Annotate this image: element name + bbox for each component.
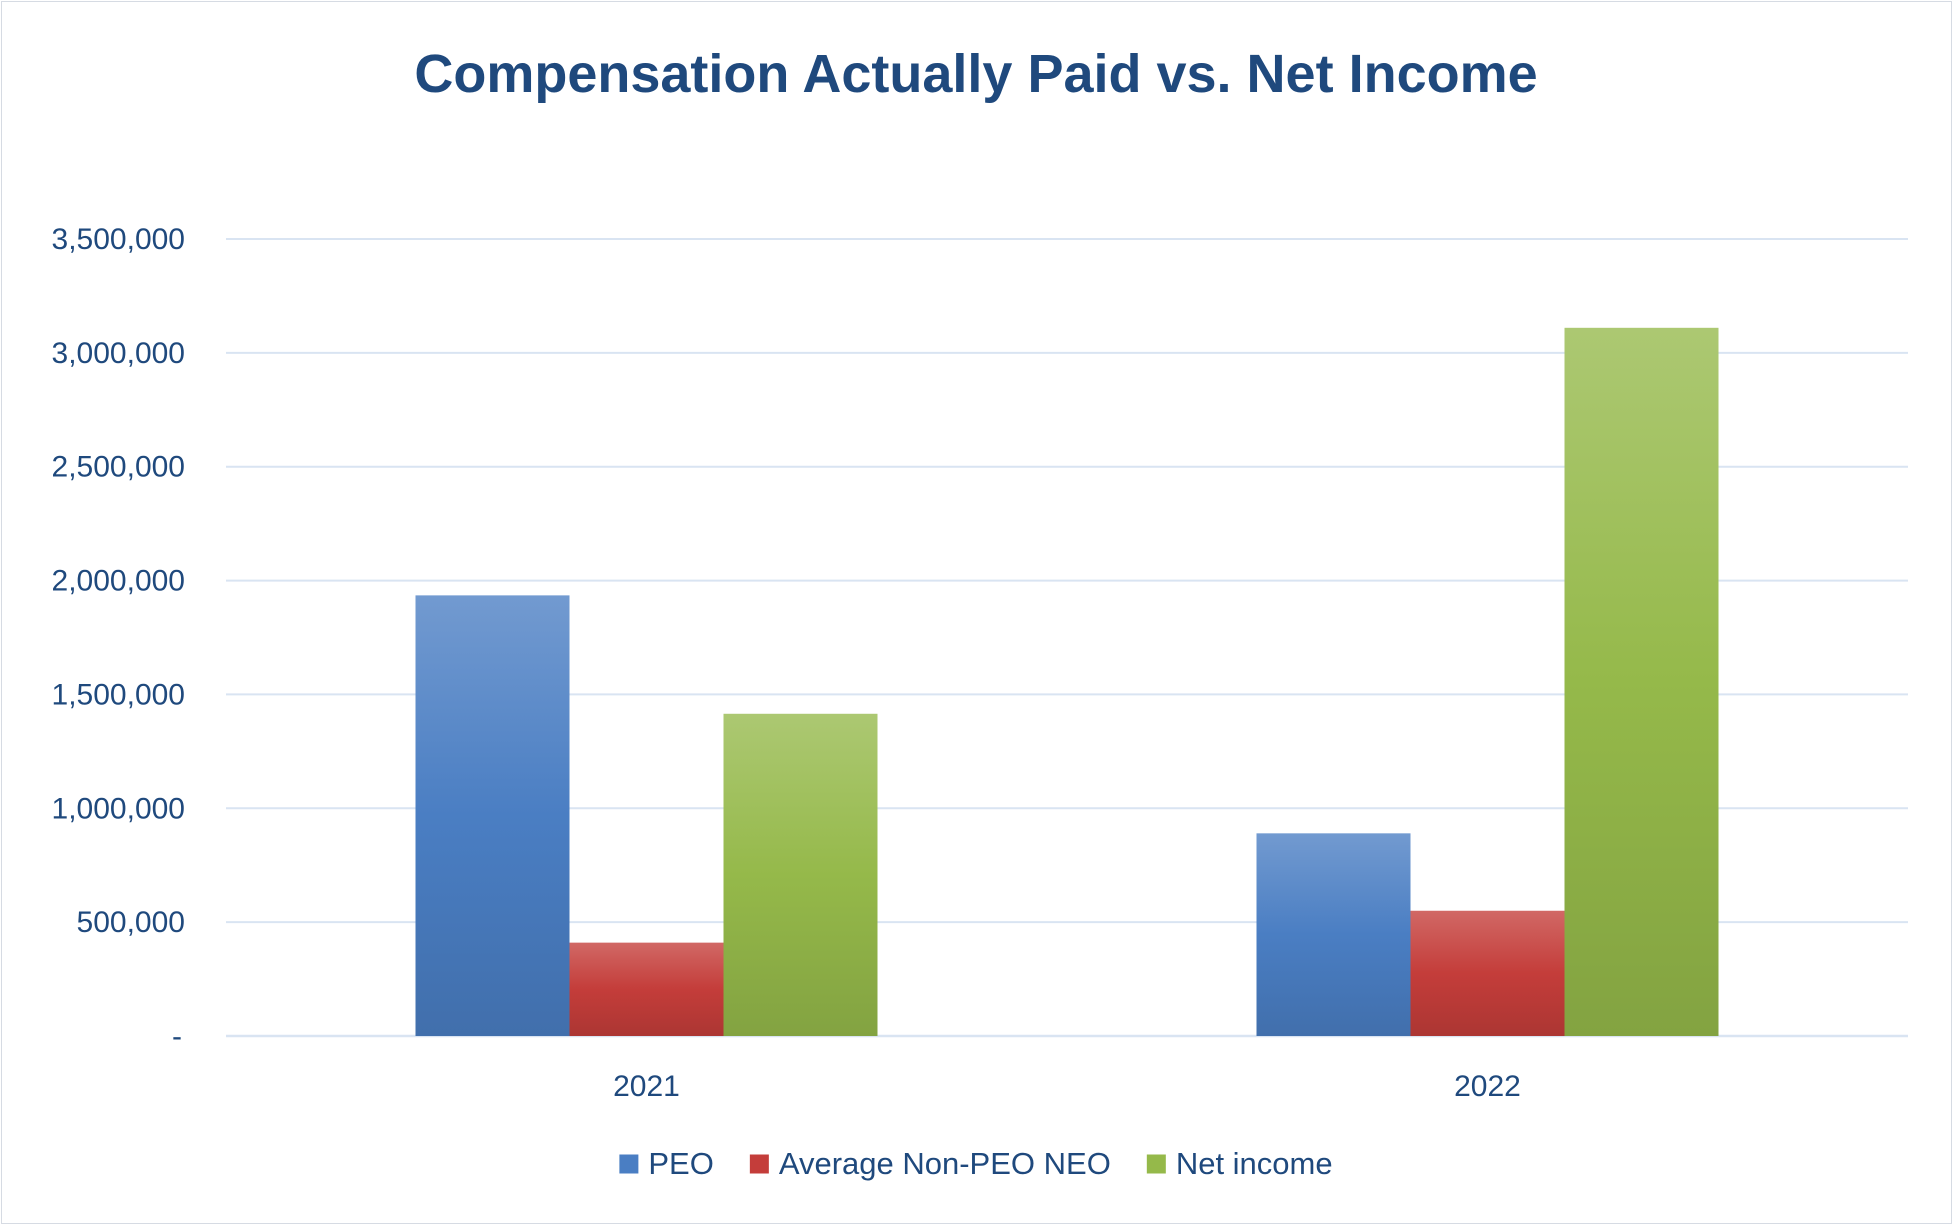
bar-peo-2022 <box>1256 833 1411 1036</box>
bar-net-income-2021 <box>723 713 878 1036</box>
x-tick-label: 2021 <box>613 1070 680 1103</box>
legend-label: Average Non-PEO NEO <box>779 1146 1111 1181</box>
y-tick-label: 500,000 <box>77 906 185 939</box>
y-tick-label: - <box>172 1020 182 1053</box>
y-tick-label: 1,000,000 <box>52 792 185 825</box>
x-tick-label: 2022 <box>1454 1070 1521 1103</box>
chart-title: Compensation Actually Paid vs. Net Incom… <box>414 44 1537 104</box>
legend: PEO Average Non-PEO NEO Net income <box>619 1146 1333 1181</box>
bar-average-non-peo-neo-2022 <box>1410 910 1565 1036</box>
y-tick-label: 3,000,000 <box>52 337 185 370</box>
legend-label: Net income <box>1176 1146 1333 1181</box>
legend-swatch <box>1146 1154 1166 1174</box>
bar-average-non-peo-neo-2021 <box>569 942 724 1036</box>
y-tick-label: 2,000,000 <box>52 565 185 598</box>
y-tick-label: 2,500,000 <box>52 451 185 484</box>
bar-net-income-2022 <box>1564 327 1719 1036</box>
legend-label: PEO <box>648 1146 713 1181</box>
y-axis-ticks: - 500,000 1,000,000 1,500,000 2,000,000 2,500… <box>52 223 185 1053</box>
legend-swatch <box>749 1154 769 1174</box>
bars <box>415 327 1719 1036</box>
y-tick-label: 1,500,000 <box>52 678 185 711</box>
bar-peo-2021 <box>415 595 570 1036</box>
y-tick-label: 3,500,000 <box>52 223 185 256</box>
x-axis-ticks: 2021 2022 <box>613 1070 1521 1103</box>
legend-swatch <box>619 1154 639 1174</box>
